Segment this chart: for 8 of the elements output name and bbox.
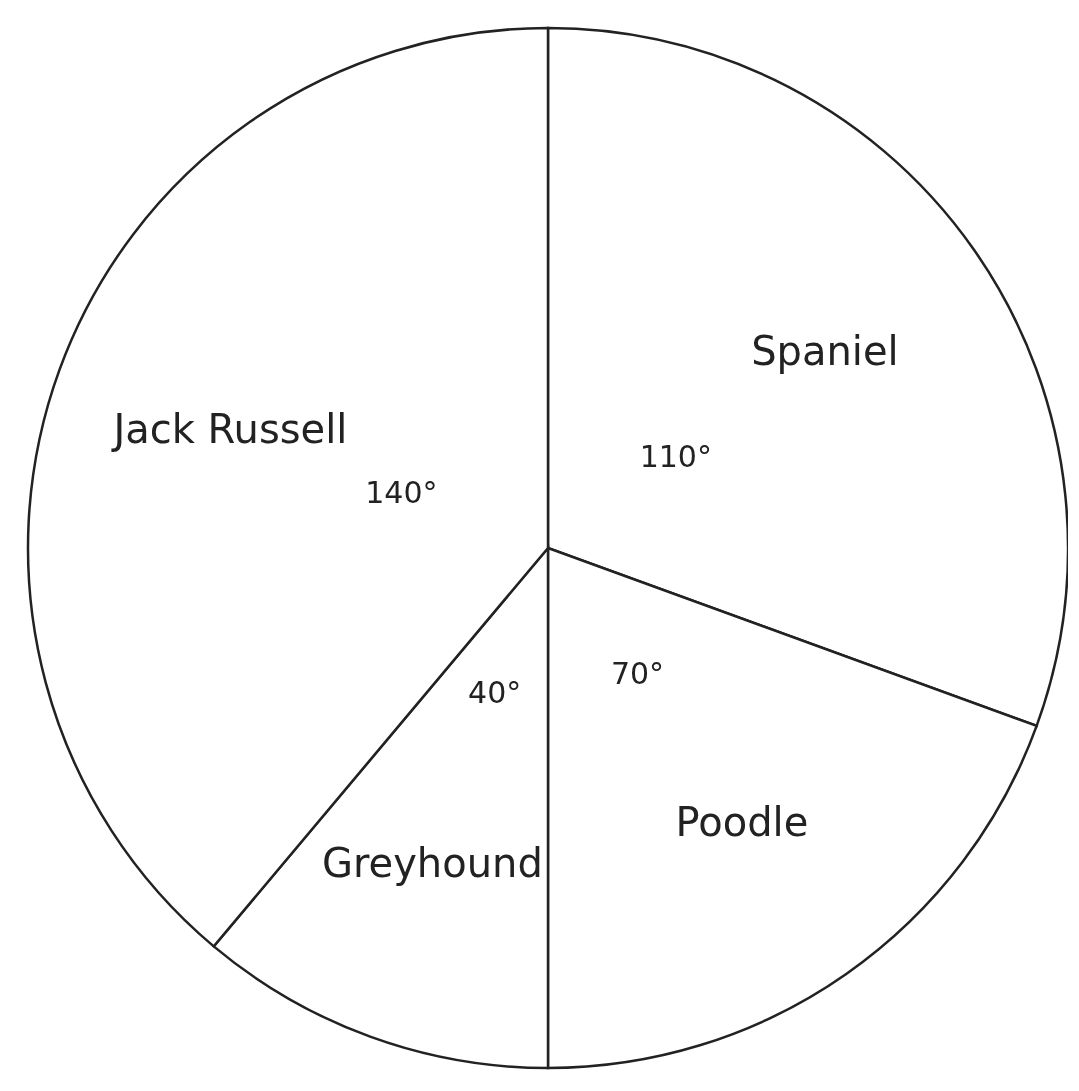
data-label: 110° bbox=[639, 439, 712, 475]
slice-label: Greyhound bbox=[322, 839, 543, 886]
data-label: 70° bbox=[610, 656, 665, 692]
slice-label: Spaniel bbox=[751, 328, 899, 375]
data-label: 40° bbox=[468, 675, 522, 711]
slice-label: Poodle bbox=[675, 798, 809, 845]
slice-label: Jack Russell bbox=[110, 406, 348, 453]
data-label: 140° bbox=[365, 475, 438, 511]
